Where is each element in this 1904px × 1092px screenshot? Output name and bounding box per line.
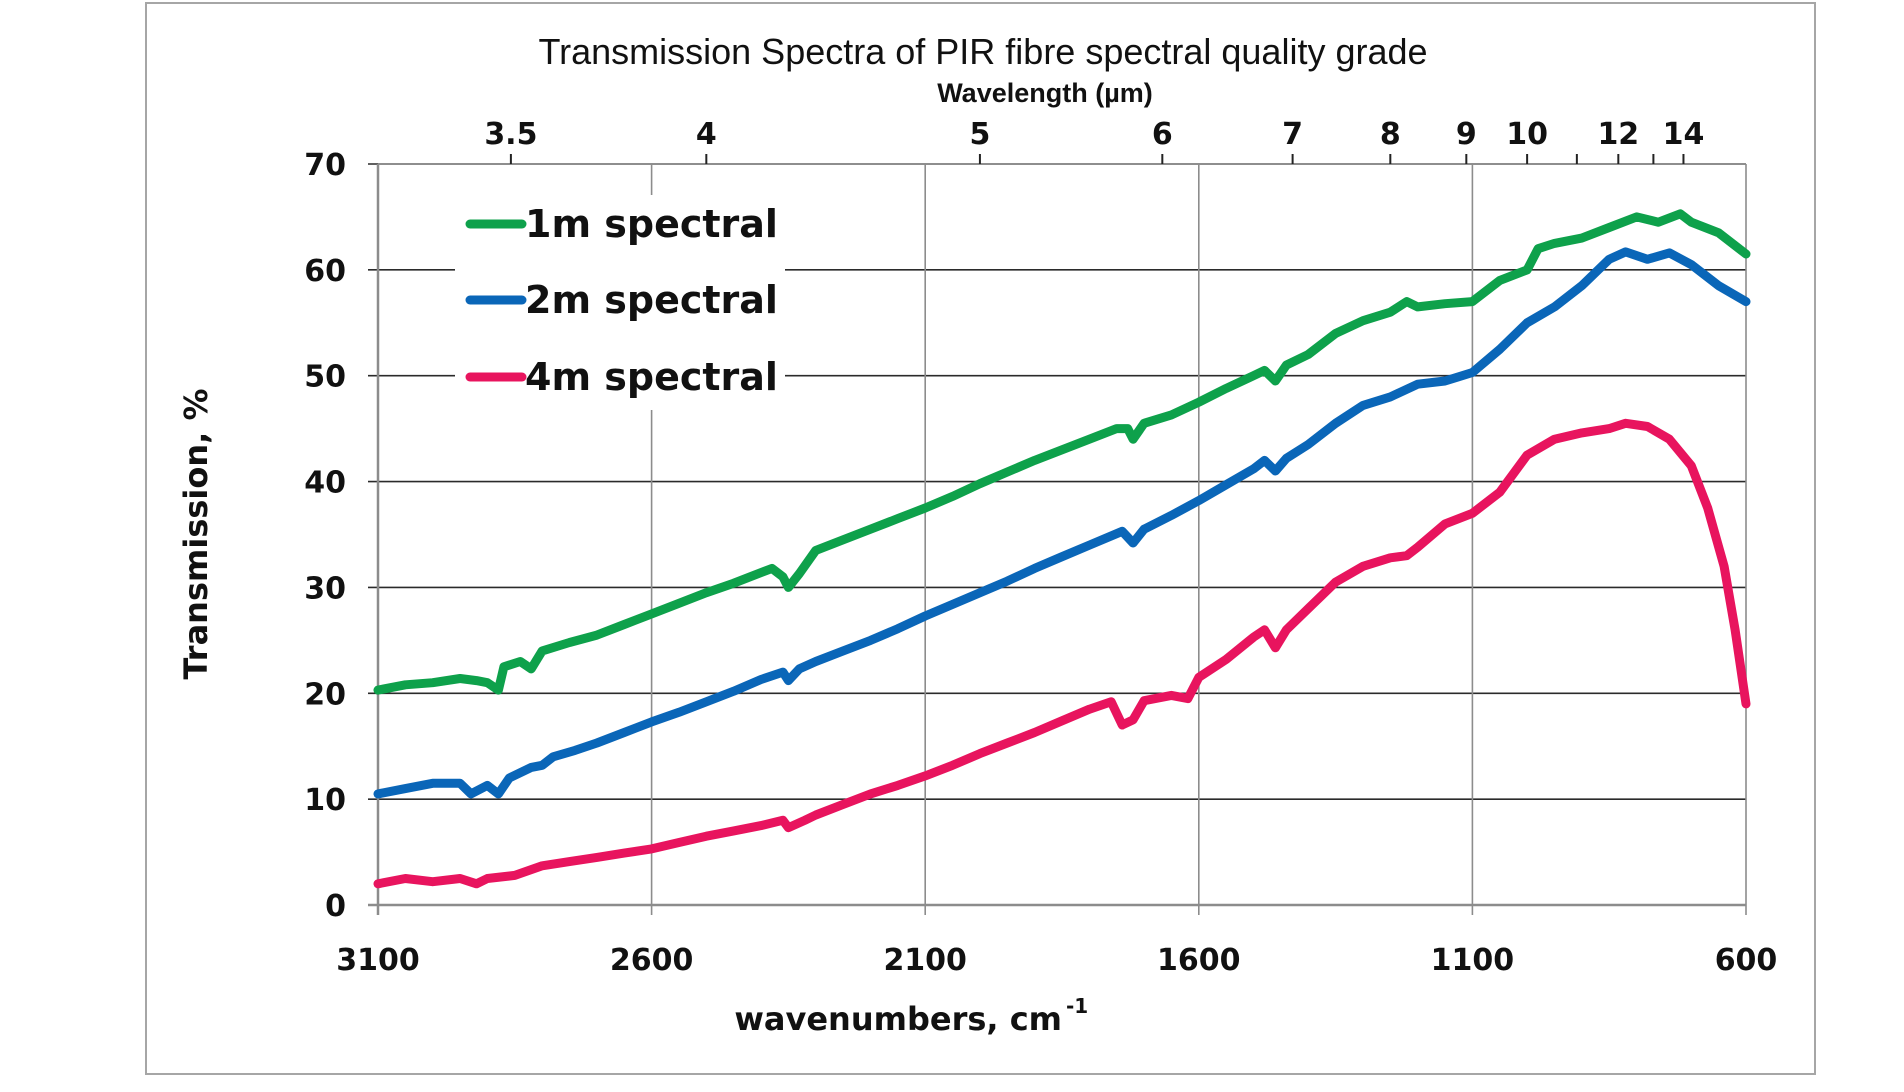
y-tick-label: 0 [325,889,346,924]
series-lines [373,209,1751,889]
y-tick-label: 50 [304,360,346,395]
x-tick-label: 2600 [610,943,694,978]
top-tick-label: 9 [1456,117,1477,152]
top-tick-label: 10 [1506,117,1548,152]
top-tick-label: 3.5 [484,117,537,152]
y-tick-label: 60 [304,254,346,289]
y-tick-label: 20 [304,677,346,712]
x-tick-label: 2100 [883,943,967,978]
y-tick-labels: 0 10 20 30 40 50 60 70 [304,148,346,924]
chart-frame [145,2,1816,1075]
x-tick-label: 1600 [1157,943,1241,978]
x-tick-labels: 3100 2600 2100 1600 1100 600 [336,943,1777,978]
y-axis-title: Transmission, % [177,388,215,679]
chart-title: Transmission Spectra of PIR fibre spectr… [538,31,1427,72]
x-tick-label: 600 [1715,943,1778,978]
top-tick-label: 4 [696,117,717,152]
top-tick-label: 8 [1380,117,1401,152]
y-tick-label: 70 [304,148,346,183]
top-tick-label: 7 [1282,117,1303,152]
top-tick-label: 14 [1663,117,1705,152]
top-tick-label: 6 [1152,117,1173,152]
y-tick-label: 30 [304,571,346,606]
top-axis-ticks: 3.5 4 5 6 7 8 9 10 12 14 [484,117,1704,164]
x-axis-title-superscript: -1 [1066,994,1088,1018]
legend-label-2m: 2m spectral [525,278,778,322]
top-axis-title: Wavelength (µm) [937,78,1153,108]
x-axis-title: wavenumbers, cm [734,1000,1062,1038]
top-tick-label: 12 [1597,117,1639,152]
legend: 1m spectral 2m spectral 4m spectral [465,202,778,399]
y-tick-label: 10 [304,783,346,818]
legend-label-4m: 4m spectral [525,355,778,399]
top-tick-label: 5 [969,117,990,152]
x-tick-label: 1100 [1431,943,1515,978]
legend-label-1m: 1m spectral [525,202,778,246]
y-tick-label: 40 [304,466,346,501]
x-tick-label: 3100 [336,943,420,978]
